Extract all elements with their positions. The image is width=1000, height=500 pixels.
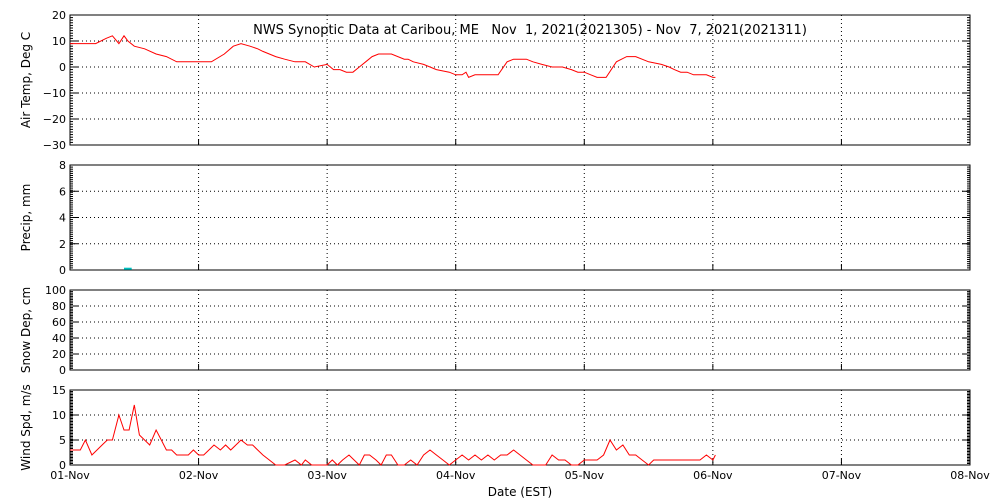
panel-frame bbox=[69, 289, 971, 371]
y-tick-label: −10 bbox=[43, 87, 66, 100]
y-tick-label: 20 bbox=[52, 348, 66, 361]
chart-title: NWS Synoptic Data at Caribou, ME Nov 1, … bbox=[253, 23, 807, 38]
series-line bbox=[70, 404, 716, 466]
y-tick-label: 15 bbox=[52, 384, 66, 397]
y-tick-label: 80 bbox=[52, 300, 66, 313]
y-tick-label: −20 bbox=[43, 113, 66, 126]
y-axis-label: Wind Spd, m/s bbox=[19, 384, 33, 470]
y-tick-label: 4 bbox=[59, 212, 66, 225]
y-tick-label: 100 bbox=[45, 284, 66, 297]
y-tick-label: 2 bbox=[59, 238, 66, 251]
y-tick-label: 0 bbox=[59, 61, 66, 74]
y-tick-label: 40 bbox=[52, 332, 66, 345]
panel-frame bbox=[69, 389, 971, 466]
y-axis-label: Air Temp, Deg C bbox=[19, 32, 33, 128]
x-axis-label: Date (EST) bbox=[488, 485, 552, 499]
y-tick-label: 8 bbox=[59, 159, 66, 172]
y-tick-label: 0 bbox=[59, 264, 66, 277]
x-tick-label: 06-Nov bbox=[693, 469, 733, 482]
x-tick-label: 05-Nov bbox=[565, 469, 605, 482]
y-axis-label: Snow Dep, cm bbox=[19, 287, 33, 373]
y-tick-label: 0 bbox=[59, 459, 66, 472]
series-line bbox=[70, 34, 716, 79]
panel-1: 20 10 0 −10 −20 −30 Air Temp, Deg C bbox=[19, 9, 971, 152]
y-axis-label: Precip, mm bbox=[19, 184, 33, 252]
y-tick-label: −30 bbox=[43, 139, 66, 152]
x-tick-label: 01-Nov bbox=[50, 469, 90, 482]
panel-frame bbox=[69, 14, 971, 146]
panel-2: 8 6 4 2 0 Precip, mm bbox=[19, 159, 971, 277]
x-tick-label: 02-Nov bbox=[179, 469, 219, 482]
panel-3: 100 80 60 40 20 0 Snow Dep, cm bbox=[19, 284, 971, 377]
panel-frame bbox=[69, 164, 971, 271]
x-tick-label: 07-Nov bbox=[822, 469, 862, 482]
y-tick-label: 5 bbox=[59, 434, 66, 447]
y-tick-label: 60 bbox=[52, 316, 66, 329]
x-tick-label: 04-Nov bbox=[436, 469, 476, 482]
y-tick-label: 20 bbox=[52, 9, 66, 22]
x-tick-label: 08-Nov bbox=[950, 469, 990, 482]
y-tick-label: 10 bbox=[52, 409, 66, 422]
y-tick-label: 10 bbox=[52, 35, 66, 48]
x-tick-label: 03-Nov bbox=[307, 469, 347, 482]
y-tick-label: 6 bbox=[59, 185, 66, 198]
y-tick-label: 0 bbox=[59, 364, 66, 377]
panel-4: 15 10 5 0 Wind Spd, m/s bbox=[19, 384, 971, 472]
